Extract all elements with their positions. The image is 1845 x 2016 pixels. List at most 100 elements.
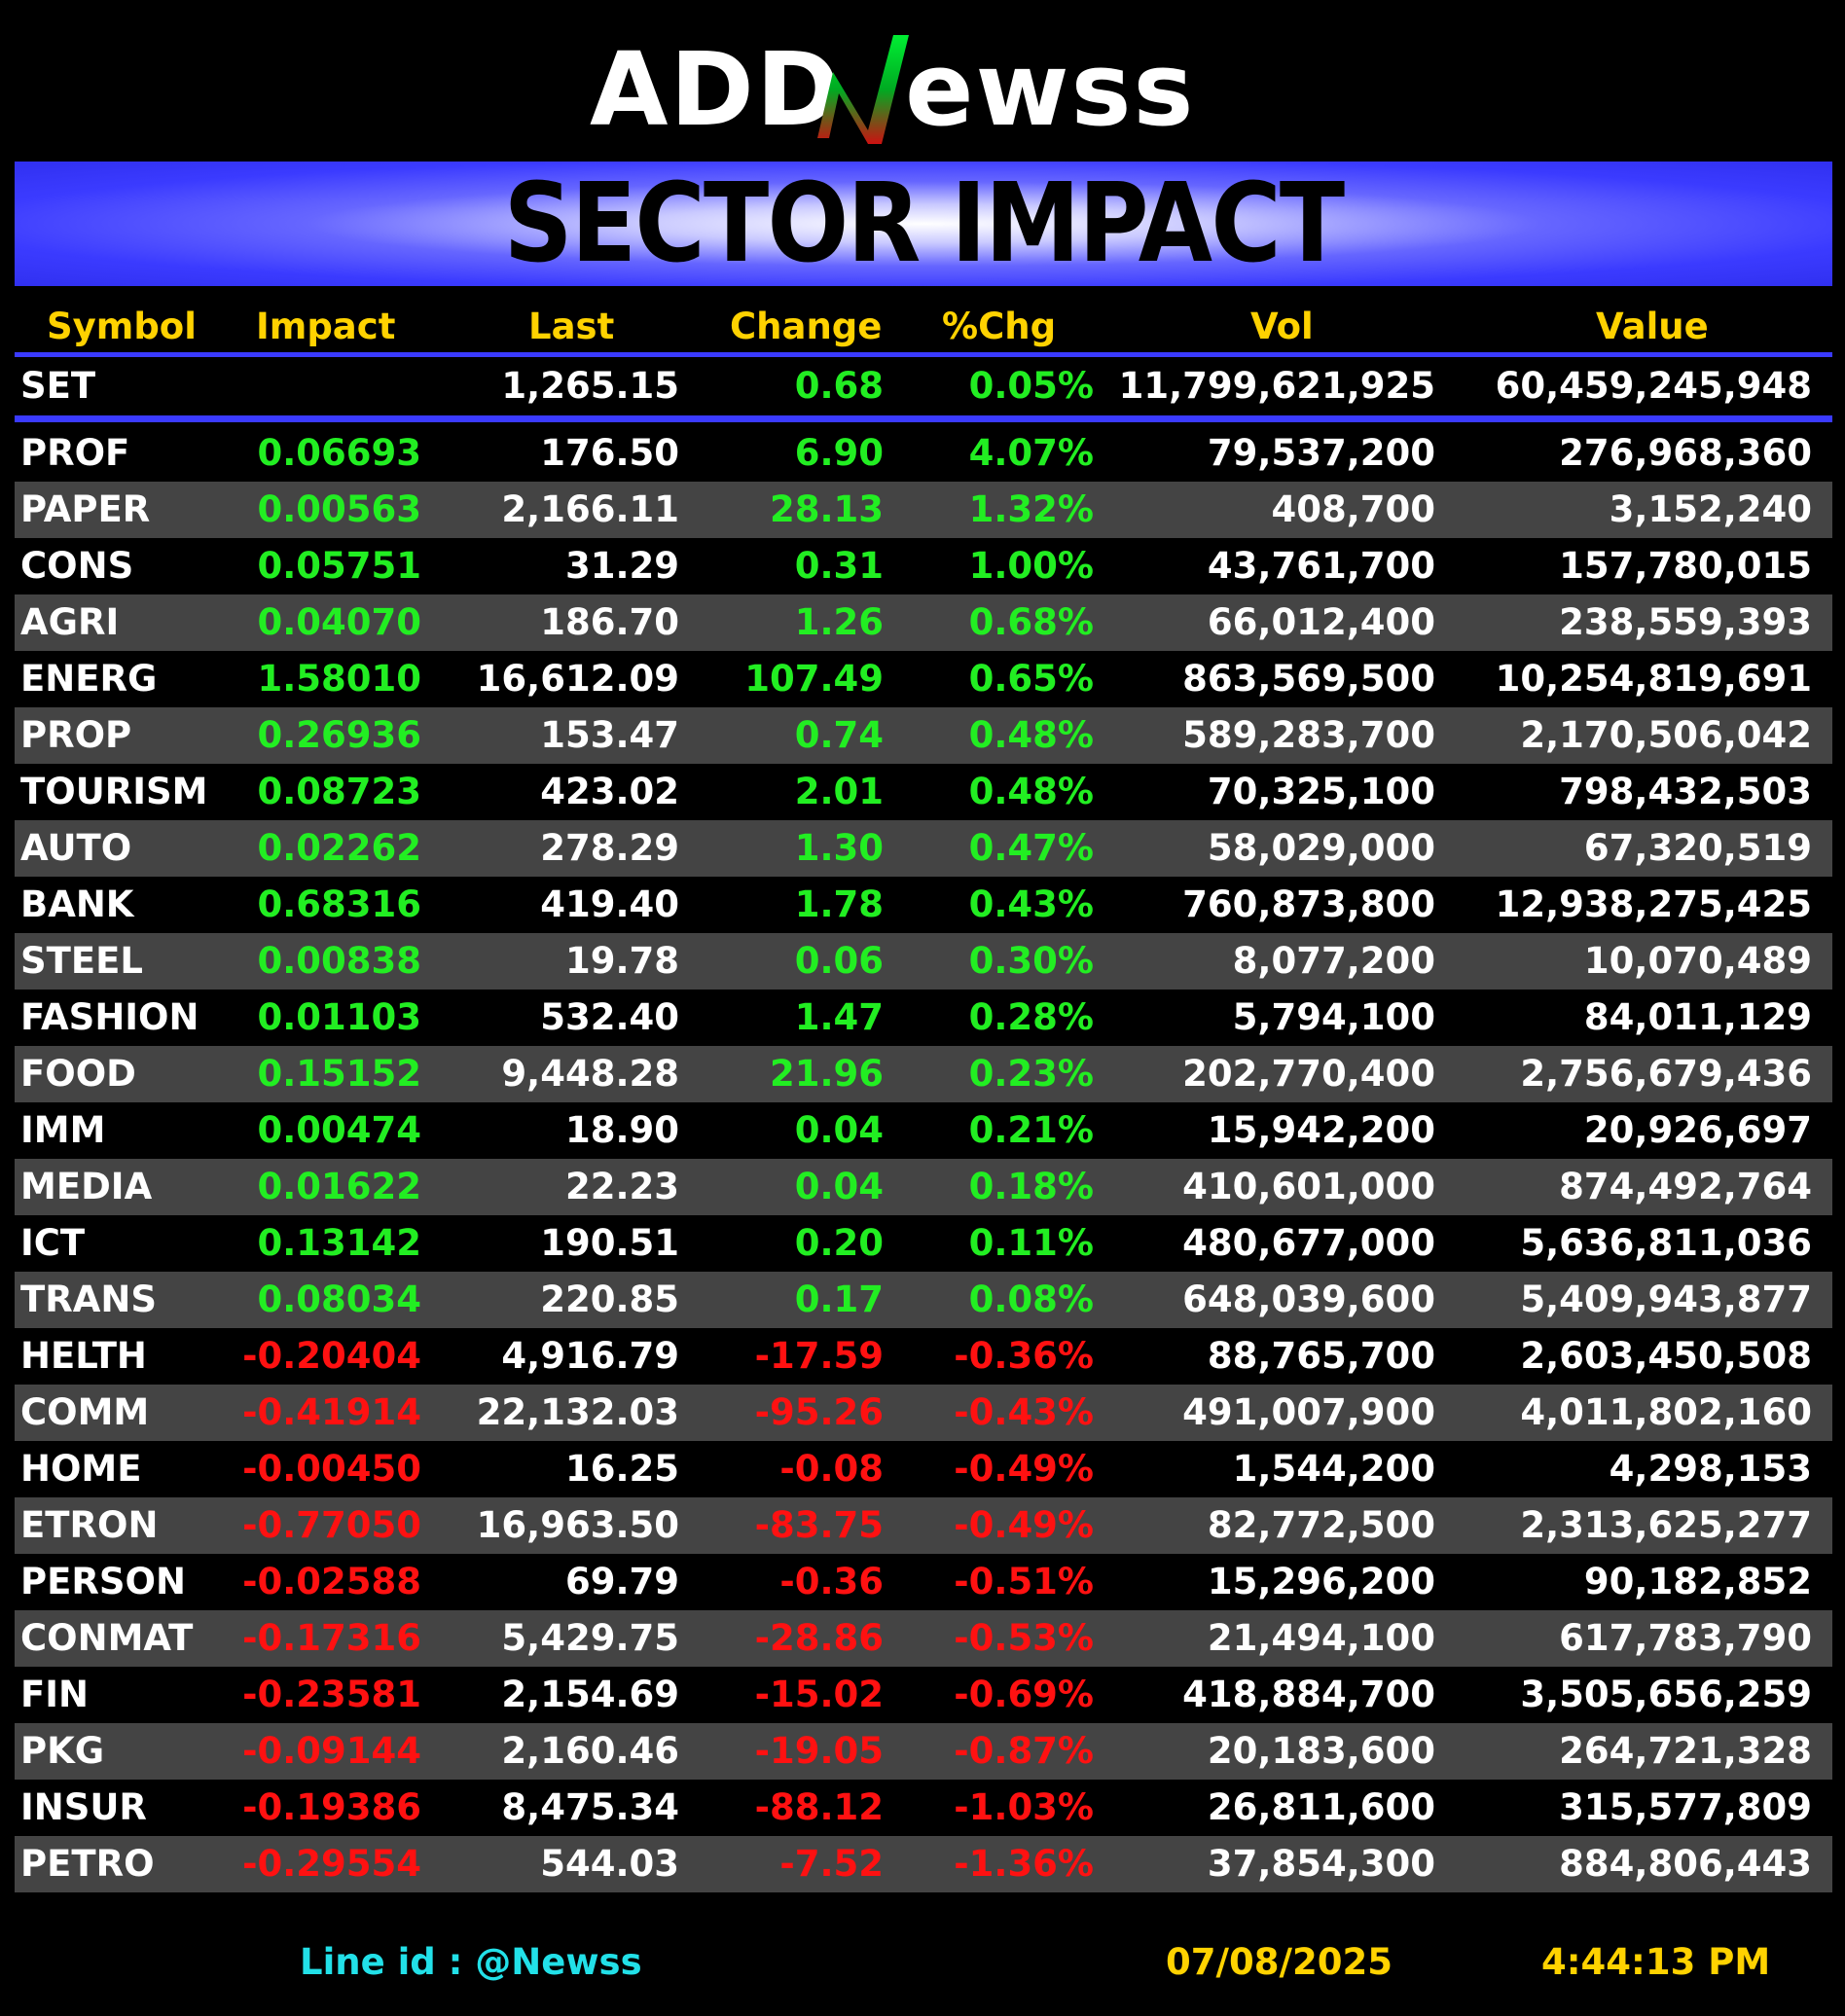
sector-volume: 15,296,200: [1207, 1561, 1435, 1602]
sector-symbol: BANK: [20, 883, 134, 925]
sector-last: 19.78: [564, 940, 679, 982]
sector-symbol: PROF: [20, 432, 130, 474]
sector-last: 69.79: [564, 1561, 679, 1602]
sector-pct-change: -0.53%: [954, 1617, 1094, 1659]
sector-value: 3,152,240: [1609, 488, 1812, 530]
sector-impact: -0.00450: [242, 1448, 421, 1490]
table-row: MEDIA 0.01622 22.23 0.04 0.18% 410,601,000 874…: [15, 1159, 1832, 1215]
sector-volume: 37,854,300: [1207, 1843, 1435, 1885]
table-row: BANK 0.68316 419.40 1.78 0.43% 760,873,800 12,…: [15, 877, 1832, 933]
sector-value: 276,968,360: [1559, 432, 1812, 474]
index-row-set: SET 1,265.15 0.68 0.05% 11,799,621,925 6…: [15, 357, 1832, 415]
sector-last: 16.25: [564, 1448, 679, 1490]
sector-impact: 0.05751: [257, 545, 421, 587]
sector-impact: -0.29554: [242, 1843, 421, 1885]
sector-symbol: HOME: [20, 1448, 142, 1490]
sector-pct-change: 0.65%: [968, 658, 1094, 700]
table-row: CONMAT -0.17316 5,429.75 -28.86 -0.53% 21,494…: [15, 1610, 1832, 1667]
table-row: ETRON -0.77050 16,963.50 -83.75 -0.49% 82,772…: [15, 1497, 1832, 1554]
sector-pct-change: 0.48%: [968, 714, 1094, 756]
sector-value: 238,559,393: [1559, 601, 1812, 643]
report-time: 4:44:13 PM: [1541, 1941, 1771, 1983]
line-id: Line id : @Newss: [300, 1941, 642, 1983]
sector-last: 153.47: [540, 714, 679, 756]
sector-last: 186.70: [540, 601, 679, 643]
sector-impact: 0.13142: [257, 1222, 421, 1264]
table-row: AUTO 0.02262 278.29 1.30 0.47% 58,029,000 67,3…: [15, 820, 1832, 877]
sector-value: 5,636,811,036: [1520, 1222, 1812, 1264]
index-symbol: SET: [20, 365, 96, 407]
index-value: 60,459,245,948: [1495, 365, 1812, 407]
sector-impact: 0.01103: [257, 996, 421, 1038]
sector-symbol: ENERG: [20, 658, 158, 700]
sector-change: 0.31: [794, 545, 884, 587]
sector-value: 2,756,679,436: [1520, 1053, 1812, 1095]
sector-pct-change: -0.36%: [954, 1335, 1094, 1377]
report-date: 07/08/2025: [1166, 1941, 1393, 1983]
table-row: PETRO -0.29554 544.03 -7.52 -1.36% 37,854,300…: [15, 1836, 1832, 1892]
header-change: Change: [730, 306, 883, 347]
sector-last: 423.02: [540, 771, 679, 812]
index-change: 0.68: [794, 365, 884, 407]
header-value: Value: [1596, 306, 1709, 347]
header-impact: Impact: [256, 306, 396, 347]
sector-pct-change: 0.43%: [968, 883, 1094, 925]
banner-title: SECTOR IMPACT: [503, 161, 1346, 287]
sector-volume: 491,007,900: [1182, 1391, 1435, 1433]
sector-volume: 20,183,600: [1207, 1730, 1435, 1772]
sector-impact: -0.02588: [242, 1561, 421, 1602]
sector-volume: 418,884,700: [1182, 1674, 1435, 1715]
sector-volume: 5,794,100: [1232, 996, 1435, 1038]
index-pct-change: 0.05%: [968, 365, 1094, 407]
table-row: STEEL 0.00838 19.78 0.06 0.30% 8,077,200 10,07…: [15, 933, 1832, 990]
sector-change: 1.26: [794, 601, 884, 643]
table-row: PAPER 0.00563 2,166.11 28.13 1.32% 408,700 3,1…: [15, 482, 1832, 538]
sector-change: 0.06: [794, 940, 884, 982]
table-row: AGRI 0.04070 186.70 1.26 0.68% 66,012,400 238,…: [15, 594, 1832, 651]
sector-impact: 0.08723: [257, 771, 421, 812]
sector-volume: 8,077,200: [1232, 940, 1435, 982]
sector-last: 190.51: [540, 1222, 679, 1264]
sector-change: -0.36: [779, 1561, 884, 1602]
sector-last: 4,916.79: [501, 1335, 679, 1377]
sector-change: 0.74: [794, 714, 884, 756]
sector-symbol: CONS: [20, 545, 134, 587]
sector-impact: 0.01622: [257, 1166, 421, 1207]
table-header: Symbol Impact Last Change %Chg Vol Value: [15, 292, 1832, 352]
index-divider: [15, 415, 1832, 422]
sector-volume: 1,544,200: [1232, 1448, 1435, 1490]
sector-change: -83.75: [754, 1504, 884, 1546]
table-row: PROF 0.06693 176.50 6.90 4.07% 79,537,200 276,…: [15, 425, 1832, 482]
table-row: COMM -0.41914 22,132.03 -95.26 -0.43% 491,007…: [15, 1385, 1832, 1441]
sector-volume: 43,761,700: [1207, 545, 1435, 587]
sector-last: 5,429.75: [501, 1617, 679, 1659]
sector-volume: 15,942,200: [1207, 1109, 1435, 1151]
sector-change: -88.12: [754, 1786, 884, 1828]
table-row: HELTH -0.20404 4,916.79 -17.59 -0.36% 88,765,…: [15, 1328, 1832, 1385]
sector-volume: 589,283,700: [1182, 714, 1435, 756]
sector-last: 2,160.46: [501, 1730, 679, 1772]
table-row: PERSON -0.02588 69.79 -0.36 -0.51% 15,296,200…: [15, 1554, 1832, 1610]
sector-pct-change: 0.68%: [968, 601, 1094, 643]
table-row: PROP 0.26936 153.47 0.74 0.48% 589,283,700 2,1…: [15, 707, 1832, 764]
sector-symbol: ETRON: [20, 1504, 159, 1546]
sector-volume: 648,039,600: [1182, 1278, 1435, 1320]
table-row: CONS 0.05751 31.29 0.31 1.00% 43,761,700 157,7…: [15, 538, 1832, 594]
sector-symbol: PERSON: [20, 1561, 186, 1602]
sector-symbol: STEEL: [20, 940, 144, 982]
sector-symbol: IMM: [20, 1109, 106, 1151]
sector-pct-change: -1.03%: [954, 1786, 1094, 1828]
sector-change: 107.49: [744, 658, 884, 700]
sector-volume: 79,537,200: [1207, 432, 1435, 474]
table-row: FIN -0.23581 2,154.69 -15.02 -0.69% 418,884,7…: [15, 1667, 1832, 1723]
sector-volume: 408,700: [1271, 488, 1435, 530]
table-row: TRANS 0.08034 220.85 0.17 0.08% 648,039,600 5,…: [15, 1272, 1832, 1328]
sector-symbol: CONMAT: [20, 1617, 194, 1659]
sector-value: 874,492,764: [1559, 1166, 1812, 1207]
sector-pct-change: 0.08%: [968, 1278, 1094, 1320]
sector-symbol: AGRI: [20, 601, 120, 643]
sector-change: 1.47: [794, 996, 884, 1038]
sector-impact: -0.19386: [242, 1786, 421, 1828]
svg-text:ewss: ewss: [905, 30, 1195, 149]
